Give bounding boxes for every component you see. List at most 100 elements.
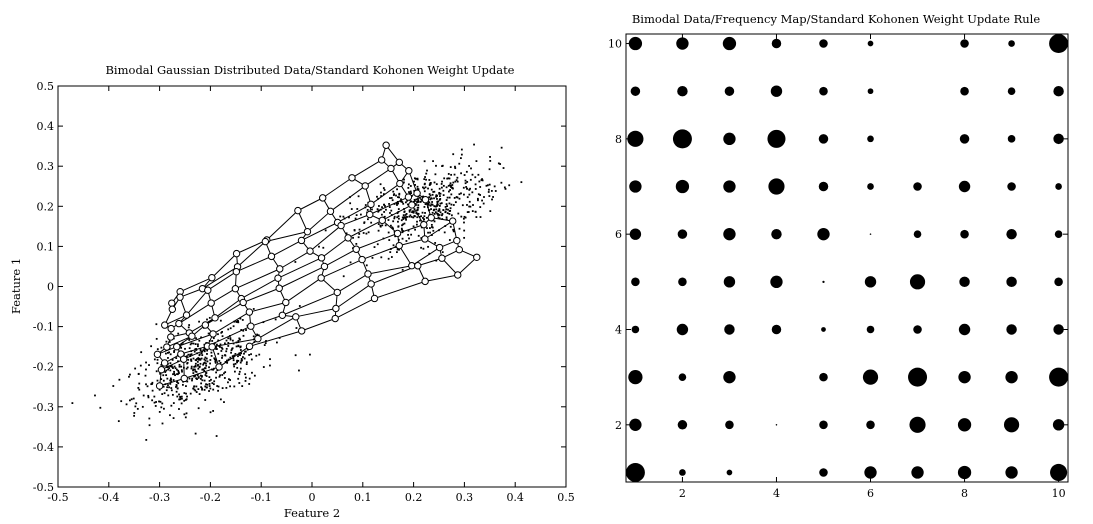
- frequency-dot: [822, 281, 824, 283]
- data-point: [503, 167, 505, 169]
- data-point: [200, 363, 202, 365]
- data-point: [428, 179, 430, 181]
- data-point: [472, 174, 474, 176]
- data-point: [445, 208, 447, 210]
- data-point: [253, 308, 255, 310]
- data-point: [145, 383, 147, 385]
- data-point: [243, 335, 245, 337]
- data-point: [229, 357, 231, 359]
- data-point: [222, 348, 224, 350]
- left-plot-frame: [58, 86, 566, 487]
- data-point: [463, 222, 465, 224]
- data-point: [488, 191, 490, 193]
- data-point: [358, 233, 360, 235]
- data-point: [183, 413, 185, 415]
- data-point: [227, 337, 229, 339]
- data-point: [442, 251, 444, 253]
- data-point: [244, 373, 246, 375]
- data-point: [389, 212, 391, 214]
- frequency-dot: [863, 370, 878, 385]
- data-point: [160, 347, 162, 349]
- data-point: [451, 184, 453, 186]
- data-point: [463, 237, 465, 239]
- frequency-dot: [676, 180, 689, 193]
- som-grid-link: [238, 242, 266, 267]
- data-point: [138, 383, 140, 385]
- som-grid-link: [298, 198, 323, 211]
- data-point: [437, 200, 439, 202]
- data-point: [151, 382, 153, 384]
- data-point: [465, 217, 467, 219]
- data-point: [376, 196, 378, 198]
- data-point: [197, 345, 199, 347]
- data-point: [179, 364, 181, 366]
- frequency-dot: [727, 470, 733, 476]
- data-point: [448, 173, 450, 175]
- data-point: [423, 178, 425, 180]
- data-point: [222, 335, 224, 337]
- data-point: [367, 209, 369, 211]
- data-point: [173, 402, 175, 404]
- data-point: [487, 184, 489, 186]
- data-point: [441, 187, 443, 189]
- data-point: [360, 214, 362, 216]
- data-point: [445, 206, 447, 208]
- som-grid-link: [286, 278, 321, 302]
- data-point: [392, 191, 394, 193]
- som-node: [415, 263, 421, 269]
- right-y-tick-label: 10: [608, 38, 622, 51]
- data-point: [482, 179, 484, 181]
- data-point: [175, 367, 177, 369]
- som-node: [371, 295, 377, 301]
- som-node: [156, 383, 162, 389]
- som-node: [405, 194, 411, 200]
- data-point: [416, 198, 418, 200]
- frequency-dot: [629, 180, 641, 192]
- data-point: [402, 203, 404, 205]
- data-point: [367, 218, 369, 220]
- data-point: [221, 374, 223, 376]
- frequency-dot: [864, 466, 876, 478]
- data-point: [215, 362, 217, 364]
- frequency-dot: [1053, 419, 1064, 430]
- data-point: [154, 402, 156, 404]
- data-point: [354, 229, 356, 231]
- data-point: [189, 347, 191, 349]
- som-node: [161, 360, 167, 366]
- data-point: [466, 181, 468, 183]
- data-point: [377, 243, 379, 245]
- data-point: [186, 396, 188, 398]
- data-point: [318, 246, 320, 248]
- frequency-dot: [1006, 324, 1016, 334]
- data-point: [165, 374, 167, 376]
- data-point: [186, 368, 188, 370]
- data-point: [389, 206, 391, 208]
- data-point: [200, 349, 202, 351]
- data-point: [154, 358, 156, 360]
- frequency-dot: [724, 276, 735, 287]
- som-node: [209, 275, 215, 281]
- data-point: [241, 359, 243, 361]
- data-point: [359, 229, 361, 231]
- data-point: [239, 339, 241, 341]
- data-point: [427, 188, 429, 190]
- som-node: [388, 165, 394, 171]
- data-point: [417, 178, 419, 180]
- som-grid-link: [330, 186, 365, 211]
- som-node: [295, 207, 301, 213]
- data-point: [475, 211, 477, 213]
- frequency-dot: [1049, 368, 1068, 387]
- data-point: [380, 226, 382, 228]
- data-point: [408, 183, 410, 185]
- data-point: [418, 235, 420, 237]
- frequency-dot: [868, 88, 874, 94]
- frequency-dot: [910, 274, 925, 289]
- som-node: [397, 180, 403, 186]
- data-point: [140, 351, 142, 353]
- right-x-tick-label: 2: [679, 487, 686, 500]
- data-point: [233, 364, 235, 366]
- frequency-dot: [914, 230, 922, 238]
- frequency-dot: [960, 134, 970, 144]
- data-point: [447, 209, 449, 211]
- frequency-dot: [1008, 40, 1015, 47]
